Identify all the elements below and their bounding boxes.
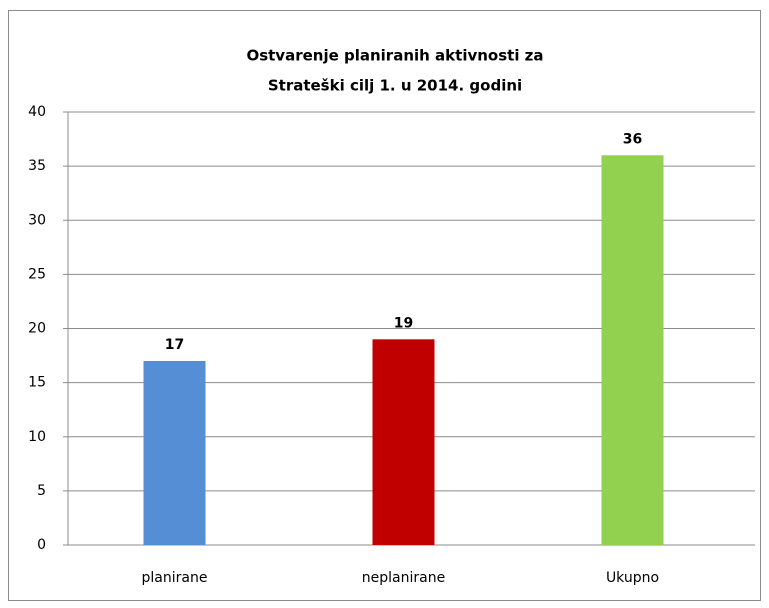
bar [143,360,206,545]
data-label: 19 [394,315,413,331]
x-tick-label: Ukupno [606,570,659,586]
data-label: 36 [623,131,642,147]
chart-title: Strateški cilj 1. u 2014. godini [268,77,522,95]
x-tick-label: planirane [142,570,208,586]
x-tick-label: neplanirane [362,570,445,586]
y-tick-label: 35 [28,158,46,174]
y-tick-label: 15 [28,375,46,391]
y-tick-label: 20 [28,321,46,337]
y-tick-label: 25 [28,266,46,282]
chart-title: Ostvarenje planiranih aktivnosti za [246,47,543,65]
y-tick-label: 10 [28,429,46,445]
y-tick-label: 5 [37,483,46,499]
data-label: 17 [165,337,184,353]
y-tick-label: 0 [37,537,46,553]
y-tick-label: 40 [28,104,46,120]
bar [372,339,435,545]
bar [601,155,664,546]
y-tick-label: 30 [28,212,46,228]
